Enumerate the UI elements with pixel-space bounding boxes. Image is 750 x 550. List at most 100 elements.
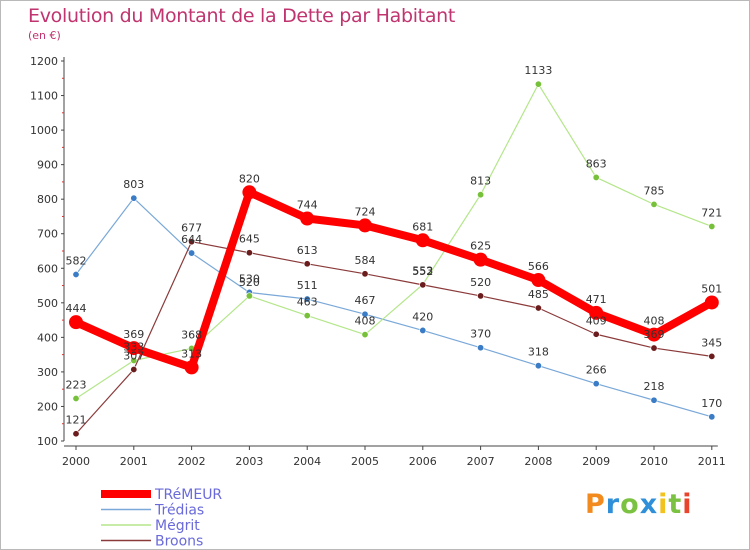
y-tick-label: 900 [37,159,58,172]
data-point-megrit [245,292,253,300]
data-label-tremeur: 681 [412,220,433,233]
data-point-broons [361,270,369,278]
data-point-broons [245,249,253,257]
chart-subtitle: (en €) [28,29,61,42]
data-point-broons [130,365,138,373]
data-point-tredias [72,270,80,278]
data-point-tremeur [69,315,83,330]
data-label-tremeur: 471 [586,293,607,306]
data-point-tremeur [704,295,719,310]
data-point-broons [534,304,542,312]
data-label-megrit: 785 [644,184,665,197]
data-label-tremeur: 744 [297,199,318,212]
series-line-megrit [75,83,713,400]
proxiti-logo: Proxiti [585,489,693,520]
data-point-tredias [708,413,716,421]
data-point-megrit [592,173,600,181]
data-label-broons: 485 [528,288,549,301]
data-point-broons [592,330,600,338]
x-tick-label: 2011 [698,455,726,468]
data-point-broons [188,238,196,246]
data-label-tredias: 530 [239,272,260,285]
data-point-tredias [592,380,600,388]
x-tick-label: 2010 [640,455,668,468]
logo-letter: r [605,489,621,520]
data-label-tremeur: 820 [239,172,260,185]
y-tick-label: 300 [37,366,58,379]
x-tick-label: 2006 [409,455,437,468]
data-label-tremeur: 501 [701,282,722,295]
data-label-broons: 520 [470,276,491,289]
data-labels: 582 803 644 530 511 467 420 370 318 266 218 170 223 3… [66,64,723,427]
y-tick-label: 200 [37,400,58,413]
data-label-megrit: 408 [355,315,376,328]
legend-label-tremeur: TRéMEUR [154,487,222,503]
data-point-tredias [650,396,658,404]
data-label-tremeur: 566 [528,260,549,273]
data-label-tredias: 266 [586,364,607,377]
data-point-tremeur [415,233,430,248]
x-tick-label: 2003 [235,455,263,468]
data-point-tremeur [531,273,546,288]
data-label-broons: 552 [412,265,433,278]
data-point-megrit [534,80,542,88]
data-label-broons: 613 [297,244,318,257]
data-label-megrit: 553 [412,265,433,278]
data-label-broons: 677 [181,222,202,235]
data-point-megrit [361,331,369,339]
data-point-tredias [477,344,485,352]
data-label-megrit: 368 [181,328,202,341]
data-point-megrit [130,357,138,365]
data-label-tredias: 511 [297,279,318,292]
legend-label-broons: Broons [155,534,203,550]
y-tick-label: 700 [37,228,58,241]
data-point-broons [419,281,427,289]
data-label-broons: 645 [239,233,260,246]
data-point-tredias [130,194,138,202]
x-tick-label: 2008 [524,455,552,468]
data-point-tredias [534,362,542,370]
data-label-tremeur: 444 [66,302,87,315]
data-point-megrit [650,200,658,208]
data-label-tremeur: 625 [470,240,491,253]
x-tick-label: 2002 [178,455,206,468]
data-point-tredias [419,326,427,334]
data-label-tremeur: 724 [355,205,376,218]
data-point-megrit [477,191,485,199]
data-label-megrit: 520 [239,276,260,289]
data-label-broons: 584 [355,254,376,267]
y-tick-label: 1200 [30,55,58,68]
series-line-tremeur [72,188,716,372]
y-tick-label: 100 [37,435,58,448]
data-point-tremeur [473,252,488,267]
data-label-tremeur: 369 [123,328,144,341]
data-point-tredias [303,295,311,303]
y-tick-label: 500 [37,297,58,310]
x-tick-label: 2004 [293,455,321,468]
chart-title: Evolution du Montant de la Dette par Hab… [28,5,456,27]
data-label-broons: 307 [123,349,144,362]
data-label-megrit: 721 [701,206,722,219]
y-tick-label: 1000 [30,124,58,137]
data-point-megrit [708,222,716,230]
data-label-megrit: 333 [123,341,144,354]
data-point-tremeur [647,327,661,342]
data-point-tredias [188,249,196,257]
data-label-megrit: 813 [470,175,491,188]
logo-letter: i [658,489,669,520]
y-tick-label: 400 [37,331,58,344]
data-point-tremeur [184,360,199,375]
data-label-tredias: 582 [66,254,87,267]
logo-letter: x [639,489,659,520]
data-label-megrit: 1133 [524,64,552,77]
data-point-broons [303,260,311,268]
x-tick-label: 2007 [467,455,495,468]
data-label-tredias: 170 [701,397,722,410]
data-label-broons: 369 [644,328,665,341]
series-line-tredias [75,197,713,418]
data-point-broons [650,344,658,352]
data-label-tredias: 218 [644,380,665,393]
data-label-tredias: 370 [470,328,491,341]
x-tick-label: 2001 [120,455,148,468]
